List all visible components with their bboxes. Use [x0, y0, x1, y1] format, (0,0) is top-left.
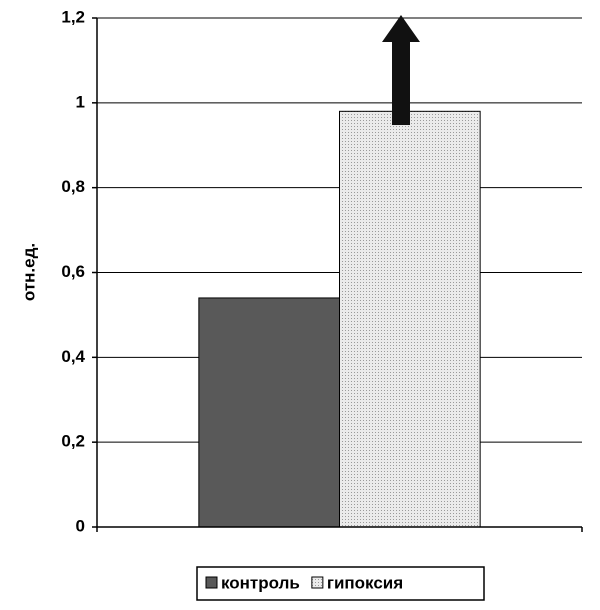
- y-tick-label: 0,4: [61, 347, 85, 366]
- y-tick-label: 1,2: [61, 7, 85, 26]
- y-tick-label: 0: [76, 516, 85, 535]
- legend-swatch: [205, 576, 218, 589]
- legend-swatch: [311, 576, 324, 589]
- legend-label: контроль: [221, 573, 300, 592]
- legend-box: [196, 566, 485, 601]
- y-tick-label: 0,8: [61, 177, 85, 196]
- y-tick-label: 0,6: [61, 262, 85, 281]
- y-axis-label: отн.ед.: [19, 243, 38, 301]
- y-tick-label: 0,2: [61, 432, 85, 451]
- bar: [198, 297, 340, 528]
- bar: [339, 110, 481, 528]
- legend-label: гипоксия: [327, 573, 403, 592]
- y-tick-label: 1: [76, 92, 85, 111]
- arrow: [382, 15, 420, 125]
